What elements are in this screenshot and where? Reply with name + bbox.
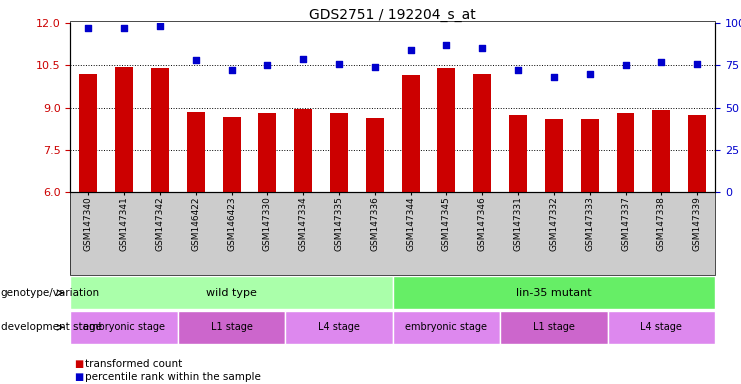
Text: embryonic stage: embryonic stage xyxy=(83,322,165,333)
Point xyxy=(440,42,452,48)
Point xyxy=(548,74,559,80)
Bar xyxy=(500,311,608,344)
Bar xyxy=(178,311,285,344)
Point xyxy=(405,47,416,53)
Bar xyxy=(222,118,241,192)
Point xyxy=(82,25,94,31)
Bar xyxy=(402,75,419,192)
Text: development stage: development stage xyxy=(1,322,102,333)
Point xyxy=(619,62,631,68)
Bar xyxy=(115,67,133,192)
Bar xyxy=(545,119,563,192)
Text: percentile rank within the sample: percentile rank within the sample xyxy=(85,372,261,382)
Point xyxy=(154,23,166,30)
Text: genotype/variation: genotype/variation xyxy=(1,288,100,298)
Text: lin-35 mutant: lin-35 mutant xyxy=(516,288,592,298)
Text: transformed count: transformed count xyxy=(85,359,182,369)
Bar xyxy=(70,276,393,309)
Bar xyxy=(473,74,491,192)
Point xyxy=(476,45,488,51)
Point xyxy=(297,55,309,61)
Bar xyxy=(688,116,706,192)
Bar xyxy=(652,110,671,192)
Bar xyxy=(285,311,393,344)
Bar xyxy=(393,311,500,344)
Bar xyxy=(581,119,599,192)
Bar xyxy=(151,68,169,192)
Bar xyxy=(294,109,312,192)
Point xyxy=(369,64,381,70)
Bar xyxy=(393,276,715,309)
Bar xyxy=(187,112,205,192)
Bar xyxy=(79,74,97,192)
Text: L4 stage: L4 stage xyxy=(318,322,360,333)
Point xyxy=(512,67,524,73)
Text: L4 stage: L4 stage xyxy=(640,322,682,333)
Text: wild type: wild type xyxy=(206,288,257,298)
Bar xyxy=(617,113,634,192)
Title: GDS2751 / 192204_s_at: GDS2751 / 192204_s_at xyxy=(309,8,476,22)
Point xyxy=(691,61,703,67)
Text: ■: ■ xyxy=(74,359,83,369)
Point xyxy=(333,61,345,67)
Bar xyxy=(330,113,348,192)
Bar xyxy=(509,114,527,192)
Bar xyxy=(259,113,276,192)
Point xyxy=(225,67,237,73)
Bar xyxy=(437,68,456,192)
Bar xyxy=(608,311,715,344)
Point xyxy=(118,25,130,31)
Text: L1 stage: L1 stage xyxy=(210,322,253,333)
Point xyxy=(262,62,273,68)
Point xyxy=(190,57,202,63)
Bar xyxy=(70,311,178,344)
Point xyxy=(655,59,667,65)
Point xyxy=(584,71,596,77)
Text: embryonic stage: embryonic stage xyxy=(405,322,488,333)
Text: L1 stage: L1 stage xyxy=(533,322,575,333)
Text: ■: ■ xyxy=(74,372,83,382)
Bar xyxy=(366,118,384,192)
